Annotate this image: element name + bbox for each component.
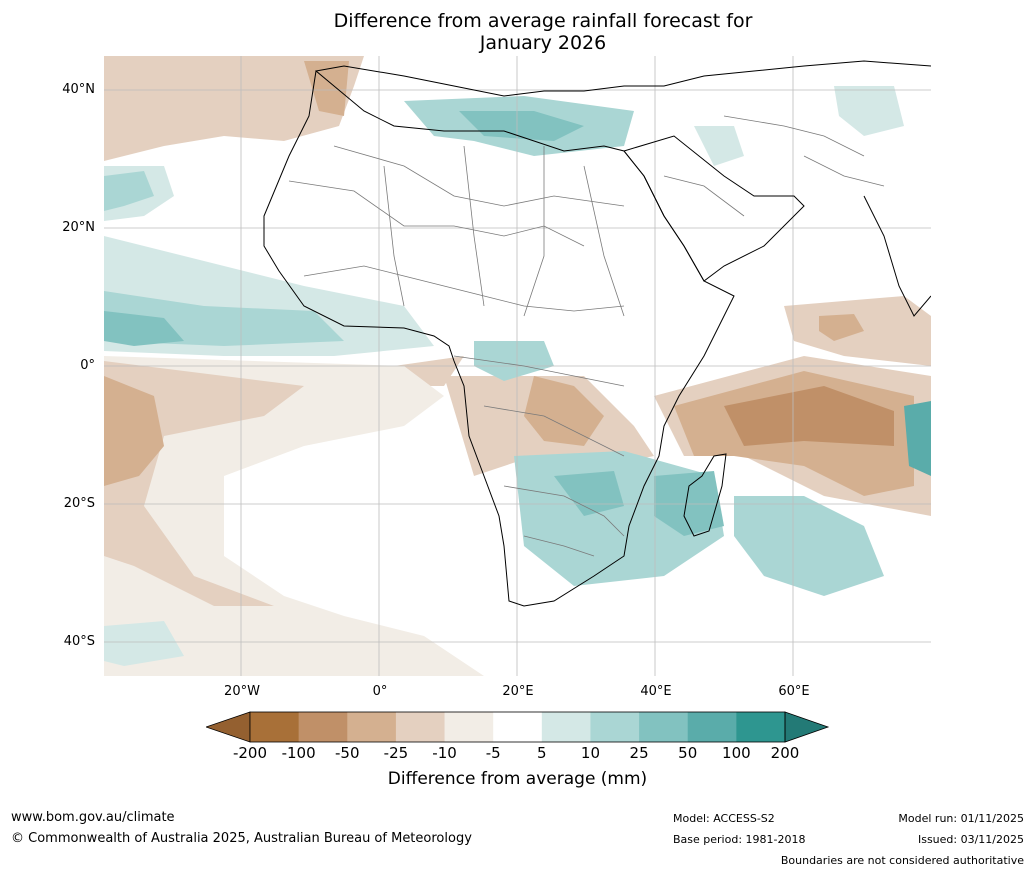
country-borders	[288, 115, 885, 557]
colorbar-tick-label: 100	[722, 744, 751, 762]
lat-label-20n: 20°N	[62, 220, 95, 235]
colorbar-bin	[687, 712, 737, 742]
colorbar-bin	[395, 712, 446, 742]
wet-area-madagascar	[654, 471, 724, 536]
lon-label-60e: 60°E	[778, 684, 810, 699]
lat-label-40s: 40°S	[63, 634, 95, 649]
wet-area-tropical-atlantic-core	[104, 311, 184, 346]
africa-coastline	[263, 70, 735, 607]
colorbar-tick-label: 10	[580, 744, 600, 762]
colorbar-high-arrow	[784, 711, 830, 743]
colorbar-tick-label: -10	[432, 744, 457, 762]
title-line-2: January 2026	[479, 32, 607, 54]
colorbar-low-arrow	[206, 711, 251, 743]
colorbar-bin	[347, 712, 397, 742]
colorbar-outline	[249, 711, 786, 743]
colorbar-tick-label: -100	[281, 744, 316, 762]
dry-area-arabian-sea-core	[819, 314, 864, 341]
colorbar	[206, 711, 830, 743]
map-title: Difference from average rainfall forecas…	[0, 10, 1035, 54]
lon-label-40e: 40°E	[640, 684, 672, 699]
colorbar-bin	[541, 712, 591, 742]
colorbar-tick-label: -5	[485, 744, 501, 762]
lon-label-20e: 20°E	[502, 684, 534, 699]
colorbar-tick-label: -25	[383, 744, 409, 762]
dry-area-south-atlantic-core	[104, 376, 164, 486]
lat-label-20s: 20°S	[63, 496, 95, 511]
wet-area-persian-gulf	[694, 126, 744, 166]
wet-area-indian-ocean-south	[734, 496, 884, 596]
europe-coastline	[315, 60, 931, 97]
title-line-1: Difference from average rainfall forecas…	[333, 10, 753, 32]
footer-copyright: © Commonwealth of Australia 2025, Austra…	[11, 831, 472, 846]
colorbar-tick-label: 200	[770, 744, 800, 762]
colorbar-tick-label: 25	[629, 744, 649, 762]
colorbar-bin	[639, 712, 689, 742]
colorbar-label: Difference from average (mm)	[387, 769, 648, 789]
lon-label-0: 0°	[372, 684, 388, 699]
colorbar-bin	[250, 712, 300, 742]
madagascar-coastline	[683, 453, 727, 537]
colorbar-tick-label: -200	[232, 744, 268, 762]
anomaly-fields	[104, 56, 931, 676]
wet-area-mediterranean-core	[459, 111, 584, 141]
footer-base-period: Base period: 1981-2018	[673, 833, 806, 846]
forecast-map	[104, 56, 931, 676]
coastlines	[263, 60, 931, 607]
colorbar-bin	[493, 712, 543, 742]
arabia-coastline	[623, 135, 805, 282]
wet-area-southern-africa-core	[554, 471, 624, 516]
wet-area-indian-ocean-east	[904, 401, 931, 476]
colorbar-tick-label: 50	[678, 744, 698, 762]
map-svg	[104, 56, 931, 676]
footer-model-run: Model run: 01/11/2025	[898, 812, 1024, 825]
colorbar-bin	[590, 712, 640, 742]
colorbar-bin	[736, 712, 786, 742]
footer-disclaimer: Boundaries are not considered authoritat…	[780, 854, 1024, 867]
dry-area-north-atlantic	[104, 56, 364, 161]
colorbar-bin	[298, 712, 348, 742]
wet-area-south-atlantic-far	[104, 621, 184, 666]
footer-model: Model: ACCESS-S2	[673, 812, 775, 825]
lat-label-40n: 40°N	[62, 82, 95, 97]
colorbar-bins	[250, 712, 786, 742]
wet-area-north-atlantic-core	[104, 171, 154, 211]
colorbar-tick-label: 5	[537, 744, 547, 762]
india-coastline	[863, 195, 931, 317]
dry-area-central-africa-core	[524, 376, 604, 446]
dry-area-indian-ocean-core	[724, 386, 894, 446]
colorbar-tick-label: -50	[335, 744, 360, 762]
footer-issued: Issued: 03/11/2025	[917, 833, 1024, 846]
lon-label-20w: 20°W	[224, 684, 260, 699]
lat-label-0: 0°	[80, 358, 95, 373]
colorbar-bin	[444, 712, 494, 742]
wet-area-east-med	[834, 86, 904, 136]
footer-url: www.bom.gov.au/climate	[11, 810, 175, 825]
wet-area-central-africa	[474, 341, 554, 381]
graticule	[104, 56, 931, 676]
